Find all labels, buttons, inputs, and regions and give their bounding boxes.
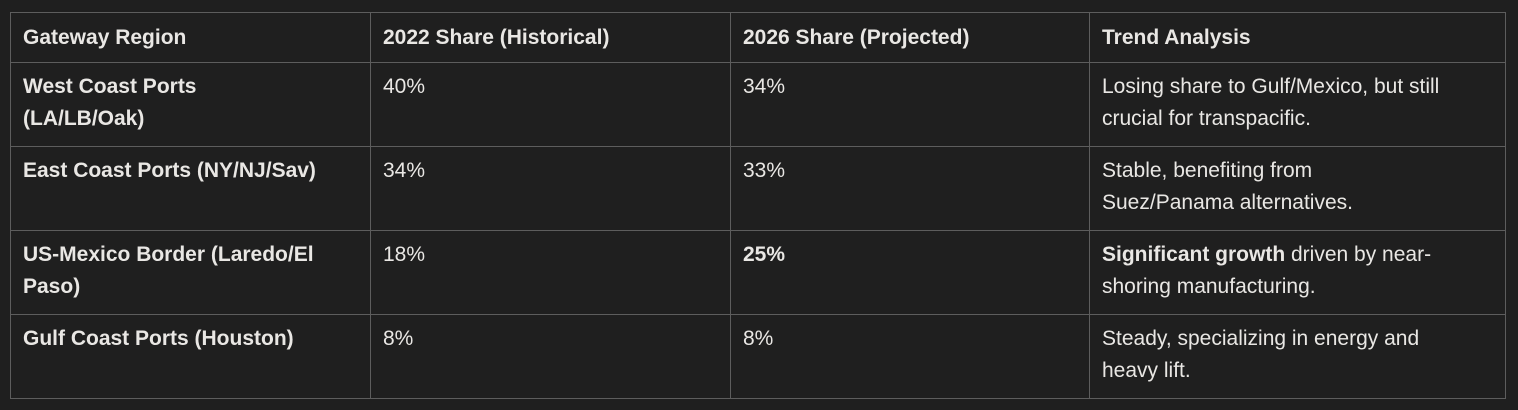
- trend-cell: Significant growth driven by near-shorin…: [1089, 230, 1506, 315]
- share-2026-cell: 33%: [730, 146, 1090, 231]
- region-cell: West Coast Ports (LA/LB/Oak): [10, 62, 371, 147]
- region-cell: US-Mexico Border (Laredo/El Paso): [10, 230, 371, 315]
- share-2026-cell: 25%: [730, 230, 1090, 315]
- col-header-2022-share: 2022 Share (Historical): [370, 12, 731, 63]
- trend-rest-text: Stable, benefiting from Suez/Panama alte…: [1102, 159, 1353, 214]
- table-row-east-coast: East Coast Ports (NY/NJ/Sav) 34% 33% Sta…: [10, 146, 1506, 231]
- trend-cell: Losing share to Gulf/Mexico, but still c…: [1089, 62, 1506, 147]
- region-label: Gulf Coast Ports (Houston): [23, 327, 294, 350]
- share-2022-cell: 8%: [370, 314, 731, 399]
- col-header-gateway-region: Gateway Region: [10, 12, 371, 63]
- trend-cell: Steady, specializing in energy and heavy…: [1089, 314, 1506, 399]
- trend-text: Significant growth driven by near-shorin…: [1102, 239, 1447, 303]
- col-header-trend-analysis: Trend Analysis: [1089, 12, 1506, 63]
- col-header-2026-share: 2026 Share (Projected): [730, 12, 1090, 63]
- share-2026-cell: 8%: [730, 314, 1090, 399]
- gateway-share-table: Gateway Region 2022 Share (Historical) 2…: [10, 12, 1506, 399]
- region-cell: East Coast Ports (NY/NJ/Sav): [10, 146, 371, 231]
- region-label: East Coast Ports (NY/NJ/Sav): [23, 159, 316, 182]
- region-label: US-Mexico Border (Laredo/El Paso): [23, 243, 314, 298]
- share-2022-cell: 40%: [370, 62, 731, 147]
- trend-cell: Stable, benefiting from Suez/Panama alte…: [1089, 146, 1506, 231]
- trend-strong-text: Significant growth: [1102, 243, 1286, 266]
- trend-text: Stable, benefiting from Suez/Panama alte…: [1102, 155, 1447, 219]
- table-row-gulf-coast: Gulf Coast Ports (Houston) 8% 8% Steady,…: [10, 314, 1506, 399]
- region-label: West Coast Ports (LA/LB/Oak): [23, 75, 197, 130]
- trend-rest-text: Steady, specializing in energy and heavy…: [1102, 327, 1420, 382]
- trend-rest-text: Losing share to Gulf/Mexico, but still c…: [1102, 75, 1440, 130]
- share-2022-cell: 18%: [370, 230, 731, 315]
- share-2026-cell: 34%: [730, 62, 1090, 147]
- header-row: Gateway Region 2022 Share (Historical) 2…: [10, 12, 1506, 63]
- share-2022-cell: 34%: [370, 146, 731, 231]
- table-row-us-mexico-border: US-Mexico Border (Laredo/El Paso) 18% 25…: [10, 230, 1506, 315]
- region-cell: Gulf Coast Ports (Houston): [10, 314, 371, 399]
- table-row-west-coast: West Coast Ports (LA/LB/Oak) 40% 34% Los…: [10, 62, 1506, 147]
- trend-rest-text: driven by near-shoring manufacturing.: [1102, 243, 1432, 298]
- trend-text: Steady, specializing in energy and heavy…: [1102, 323, 1447, 387]
- trend-text: Losing share to Gulf/Mexico, but still c…: [1102, 71, 1447, 135]
